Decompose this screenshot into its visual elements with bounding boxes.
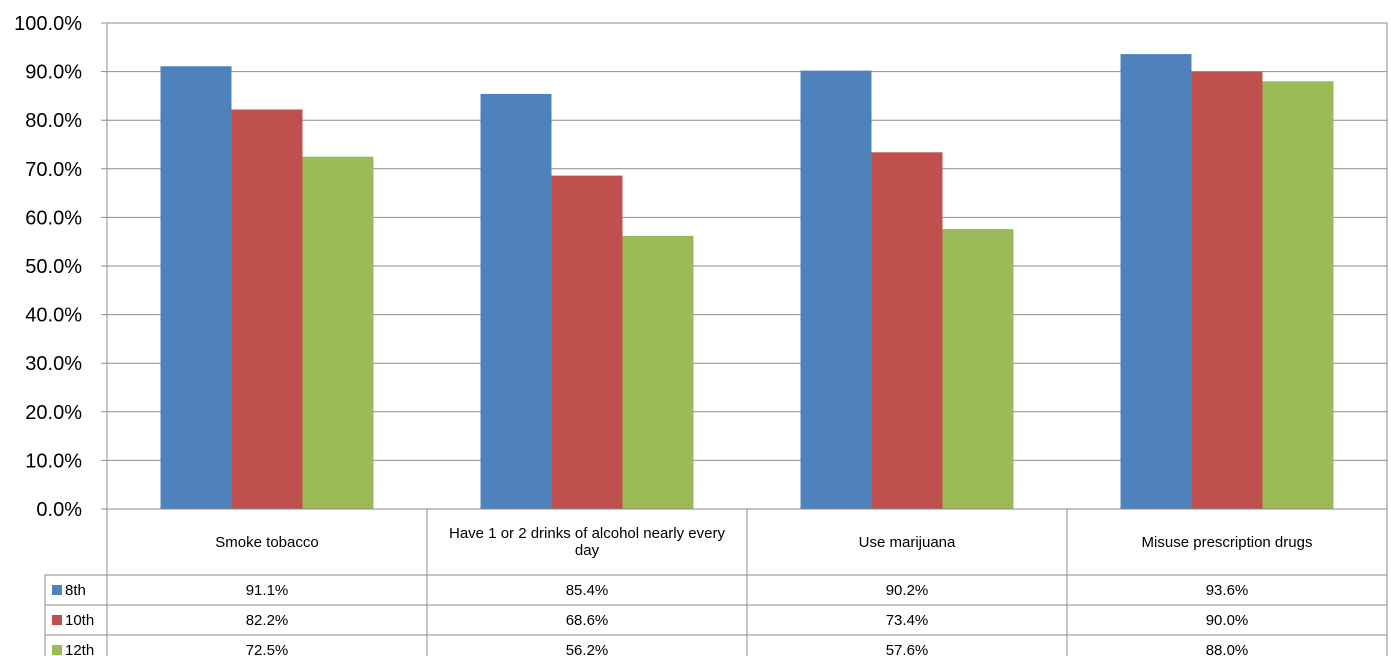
data-label: 88.0% — [1206, 642, 1249, 656]
legend-swatch-10th — [52, 615, 62, 625]
category-label-cell: Use marijuana — [858, 533, 956, 551]
data-label: 73.4% — [886, 612, 929, 629]
category-label: Misuse prescription drugs — [1141, 533, 1313, 551]
bar-10th-2 — [871, 152, 943, 509]
legend-swatch-12th — [52, 645, 62, 655]
y-tick-label: 70.0% — [25, 159, 82, 181]
category-label: Have 1 or 2 drinks of alcohol nearly eve… — [449, 525, 725, 559]
y-tick-label: 0.0% — [36, 499, 82, 521]
y-tick-label: 60.0% — [25, 207, 82, 229]
bar-10th-1 — [551, 175, 623, 509]
bar-8th-2 — [800, 70, 872, 510]
category-label: Smoke tobacco — [215, 533, 319, 551]
category-label-cell: Misuse prescription drugs — [1141, 533, 1313, 551]
y-tick-label: 40.0% — [25, 305, 82, 327]
bar-8th-0 — [160, 66, 232, 509]
category-label-cell: Have 1 or 2 drinks of alcohol nearly eve… — [449, 525, 725, 559]
legend-swatch-8th — [52, 585, 62, 595]
bar-8th-1 — [480, 93, 552, 510]
y-tick-label: 30.0% — [25, 353, 82, 375]
bars — [160, 54, 1334, 510]
category-label: Use marijuana — [858, 533, 956, 551]
data-label: 72.5% — [246, 642, 289, 656]
data-label: 91.1% — [246, 582, 289, 599]
y-tick-label: 50.0% — [25, 256, 82, 278]
data-label: 93.6% — [1206, 582, 1249, 599]
series-name-12th: 12th — [65, 642, 94, 656]
bar-10th-3 — [1191, 71, 1263, 509]
data-label: 68.6% — [566, 612, 609, 629]
data-label: 56.2% — [566, 642, 609, 656]
data-label: 90.0% — [1206, 612, 1249, 629]
bar-8th-3 — [1120, 54, 1192, 509]
y-tick-label: 20.0% — [25, 402, 82, 424]
data-label: 82.2% — [246, 612, 289, 629]
bar-12th-3 — [1262, 81, 1334, 509]
y-tick-label: 100.0% — [14, 13, 82, 35]
bar-12th-1 — [622, 235, 694, 510]
y-tick-label: 10.0% — [25, 450, 82, 472]
data-table: Smoke tobacco Have 1 or 2 drinks of alcoh… — [44, 508, 1388, 656]
category-label-cell: Smoke tobacco — [215, 533, 319, 551]
bar-10th-0 — [231, 109, 303, 510]
bar-12th-2 — [942, 229, 1014, 509]
y-tick-label: 90.0% — [25, 62, 82, 84]
series-name-8th: 8th — [65, 582, 86, 599]
data-label: 90.2% — [886, 582, 929, 599]
data-label: 85.4% — [566, 582, 609, 599]
y-tick-label: 80.0% — [25, 110, 82, 132]
data-label: 57.6% — [886, 642, 929, 656]
y-axis: 0.0% 10.0% 20.0% 30.0% 40.0% 50.0% 60.0% 70.0% 8… — [14, 13, 107, 521]
bar-12th-0 — [302, 156, 374, 509]
series-name-10th: 10th — [65, 612, 94, 629]
